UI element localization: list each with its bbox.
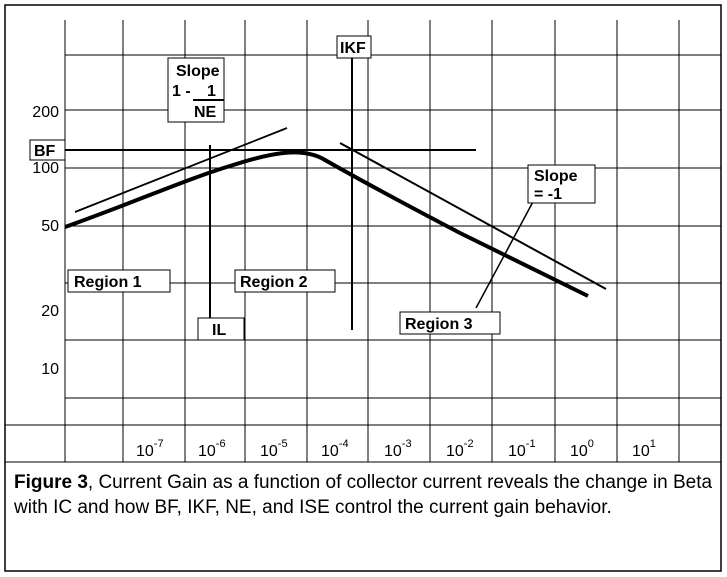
leader-line xyxy=(475,184,543,309)
y-tick-label: 50 xyxy=(41,218,59,235)
x-tick-label: 10-1 xyxy=(508,438,536,460)
label-box xyxy=(67,269,171,293)
annotation: 1 xyxy=(207,83,216,100)
x-tick-base: 10 xyxy=(508,443,526,460)
label-box xyxy=(527,164,596,204)
label-box xyxy=(29,139,66,161)
label-box xyxy=(167,57,225,123)
x-tick-base: 10 xyxy=(446,443,464,460)
x-tick-label: 10-2 xyxy=(446,438,474,460)
x-tick-label: 101 xyxy=(632,438,656,460)
label-box xyxy=(197,317,245,341)
y-tick-label: 200 xyxy=(32,104,59,121)
x-tick-exp: -4 xyxy=(339,438,349,450)
slope-minus1-line xyxy=(339,142,607,290)
gain-curve xyxy=(64,150,589,298)
x-tick-exp: -1 xyxy=(526,438,536,450)
y-labels: 200 100 50 20 10 xyxy=(32,104,59,378)
x-tick-exp: 1 xyxy=(650,438,656,450)
annotation: = -1 xyxy=(534,186,562,203)
x-tick-base: 10 xyxy=(570,443,588,460)
x-tick-label: 10-3 xyxy=(384,438,412,460)
caption: Figure 3, Current Gain as a function of … xyxy=(14,470,714,520)
caption-label: Figure 3 xyxy=(14,472,88,493)
x-tick-label: 10-5 xyxy=(260,438,288,460)
x-tick-base: 10 xyxy=(198,443,216,460)
x-tick-base: 10 xyxy=(384,443,402,460)
slope-line xyxy=(74,127,288,213)
label-box xyxy=(234,269,336,293)
label-box xyxy=(399,311,501,335)
y-tick-label: 10 xyxy=(41,361,59,378)
x-tick-base: 10 xyxy=(260,443,278,460)
x-tick-label: 10-4 xyxy=(321,438,349,460)
x-tick-base: 10 xyxy=(321,443,339,460)
x-tick-exp: -7 xyxy=(154,438,164,450)
caption-text: , Current Gain as a function of collecto… xyxy=(14,472,713,518)
annotation: Region 3 xyxy=(405,316,473,333)
x-tick-exp: -3 xyxy=(402,438,412,450)
annotation: IL xyxy=(212,322,226,339)
grid xyxy=(5,20,721,463)
x-tick-exp: -2 xyxy=(464,438,474,450)
annotation: Slope xyxy=(176,63,220,80)
y-tick-label: 20 xyxy=(41,303,59,320)
annotation: Region 1 xyxy=(74,274,142,291)
annotation: Region 2 xyxy=(240,274,308,291)
label-box xyxy=(336,35,372,59)
x-tick-exp: 0 xyxy=(588,438,594,450)
x-tick-label: 100 xyxy=(570,438,594,460)
x-tick-base: 10 xyxy=(632,443,650,460)
x-labels: 10-7 10-6 10-5 10-4 10-3 10-2 10-1 100 101 xyxy=(136,438,656,460)
annotation: BF xyxy=(34,143,56,160)
frame xyxy=(4,4,722,572)
x-tick-base: 10 xyxy=(136,443,154,460)
annotation: NE xyxy=(194,104,217,121)
x-tick-exp: -6 xyxy=(216,438,226,450)
x-tick-label: 10-6 xyxy=(198,438,226,460)
y-tick-label: 100 xyxy=(32,160,59,177)
x-tick-label: 10-7 xyxy=(136,438,164,460)
x-tick-exp: -5 xyxy=(278,438,288,450)
annotation: IKF xyxy=(340,40,366,57)
annotation: 1 - xyxy=(172,83,191,100)
annotation: Slope xyxy=(534,168,578,185)
